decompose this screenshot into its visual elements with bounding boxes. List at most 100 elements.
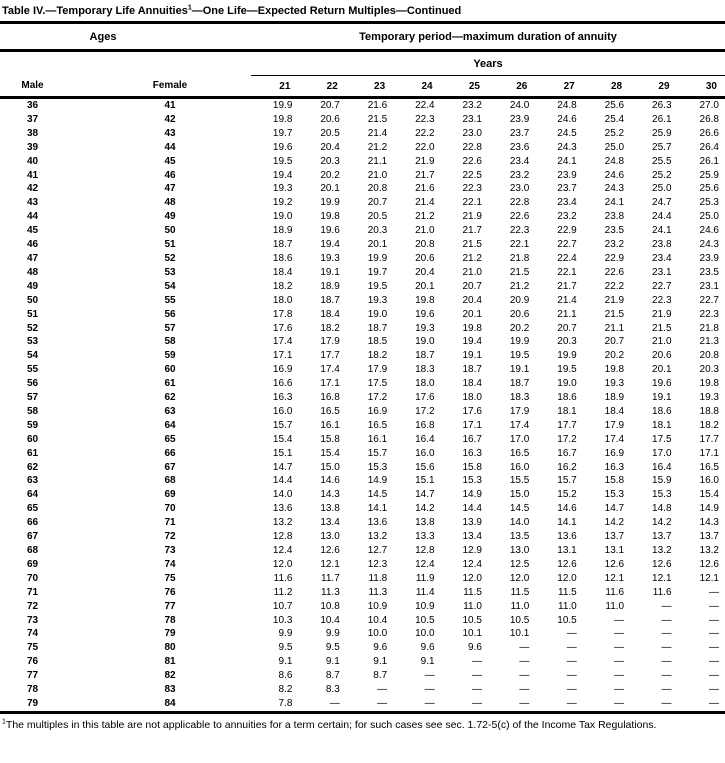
multiple-value-cell: 16.6 xyxy=(272,378,293,390)
multiple-value-cell: 20.6 xyxy=(652,350,672,362)
table-row: 44 49 19.0 19.8 20.5 21.2 21.9 22.6 23.2… xyxy=(0,210,725,224)
footnote-marker: 1 xyxy=(2,718,6,726)
multiple-value-cell: — xyxy=(661,670,672,682)
multiple-value-cell: — xyxy=(377,697,388,709)
multiple-value-cell: 24.3 xyxy=(557,141,577,153)
header-group-row: Ages Temporary period—maximum duration o… xyxy=(0,22,725,52)
page-title-suffix: —One Life—Expected Return Multiples—Cont… xyxy=(191,5,462,17)
multiple-value-cell: 10.1 xyxy=(509,628,530,640)
multiple-value-cell: 16.0 xyxy=(415,447,435,459)
multiple-value-cell: 22.8 xyxy=(462,141,482,153)
multiple-value-cell: — xyxy=(661,697,672,709)
multiple-value-cell: 23.8 xyxy=(604,211,625,223)
multiple-value-cell: 20.6 xyxy=(415,252,435,264)
multiple-value-cell: 18.4 xyxy=(462,378,482,390)
multiple-value-cell: 14.9 xyxy=(462,489,482,501)
multiple-value-cell: 14.4 xyxy=(272,475,293,487)
male-age-cell: 64 xyxy=(26,489,39,501)
multiple-value-cell: 13.2 xyxy=(699,545,719,556)
multiple-value-cell: 18.7 xyxy=(509,378,530,390)
multiple-value-cell: 14.1 xyxy=(367,503,388,515)
multiple-value-cell: 15.4 xyxy=(272,433,293,445)
multiple-value-cell: 19.8 xyxy=(699,378,719,390)
male-age-cell: 48 xyxy=(26,266,39,278)
multiple-value-cell: 18.6 xyxy=(272,252,293,264)
table-row: 72 77 10.7 10.8 10.9 10.9 11.0 11.0 11.0… xyxy=(0,600,725,614)
female-age-cell: 64 xyxy=(164,419,176,431)
male-age-cell: 71 xyxy=(26,586,39,598)
male-age-cell: 54 xyxy=(26,350,39,362)
multiple-value-cell: 21.5 xyxy=(462,239,482,251)
multiple-value-cell: 20.8 xyxy=(699,350,719,362)
male-age-cell: 47 xyxy=(26,252,39,264)
female-age-cell: 76 xyxy=(164,586,176,598)
multiple-value-cell: 22.5 xyxy=(462,169,482,181)
female-age-cell: 53 xyxy=(164,266,176,278)
multiple-value-cell: 18.0 xyxy=(462,392,482,404)
multiple-value-cell: 9.1 xyxy=(278,656,293,668)
multiple-value-cell: 24.7 xyxy=(652,197,672,209)
multiple-value-cell: 11.9 xyxy=(415,572,435,584)
multiple-value-cell: — xyxy=(661,684,672,696)
multiple-value-cell: 15.7 xyxy=(367,447,388,459)
multiple-value-cell: 22.3 xyxy=(652,294,672,306)
female-age-cell: 75 xyxy=(164,572,176,584)
multiple-value-cell: 11.6 xyxy=(605,586,625,598)
multiple-value-cell: 14.7 xyxy=(415,489,435,501)
multiple-value-cell: 19.9 xyxy=(272,100,293,111)
multiple-value-cell: 12.0 xyxy=(557,572,577,584)
multiple-value-cell: 22.6 xyxy=(604,266,625,278)
male-age-cell: 39 xyxy=(26,141,39,153)
multiple-value-cell: 18.9 xyxy=(320,280,340,292)
female-age-cell: 67 xyxy=(164,461,176,473)
multiple-value-cell: 20.8 xyxy=(415,239,435,251)
multiple-value-cell: 20.4 xyxy=(462,294,482,306)
multiple-value-cell: 13.6 xyxy=(367,517,388,529)
year-column-header-30: 30 xyxy=(677,75,725,99)
multiple-value-cell: 19.8 xyxy=(272,113,293,125)
table-row: 55 60 16.9 17.4 17.9 18.3 18.7 19.1 19.5… xyxy=(0,363,725,377)
multiple-value-cell: — xyxy=(709,697,719,709)
multiple-value-cell: 16.9 xyxy=(272,364,293,376)
multiple-value-cell: 20.7 xyxy=(604,336,625,348)
multiple-value-cell: — xyxy=(709,642,719,654)
multiple-value-cell: 22.3 xyxy=(509,225,530,237)
multiple-value-cell: — xyxy=(614,614,625,626)
multiple-value-cell: 18.1 xyxy=(652,419,672,431)
multiple-value-cell: 22.6 xyxy=(462,155,482,167)
table-row: 79 84 7.8 — — — — — — — — — xyxy=(0,697,725,712)
multiple-value-cell: — xyxy=(709,656,719,668)
male-age-cell: 49 xyxy=(26,280,39,292)
multiple-value-cell: — xyxy=(519,642,530,654)
female-age-cell: 54 xyxy=(164,280,176,292)
multiple-value-cell: 17.0 xyxy=(652,447,672,459)
female-age-cell: 48 xyxy=(164,197,176,209)
multiple-value-cell: 16.4 xyxy=(652,461,672,473)
multiple-value-cell: 13.2 xyxy=(272,517,293,529)
multiple-value-cell: 14.2 xyxy=(652,517,672,529)
multiple-value-cell: 9.1 xyxy=(373,656,388,668)
male-age-cell: 65 xyxy=(26,503,39,515)
multiple-value-cell: 15.9 xyxy=(652,475,672,487)
multiple-value-cell: 11.7 xyxy=(321,572,340,584)
multiple-value-cell: 19.9 xyxy=(557,350,577,362)
table-row: 64 69 14.0 14.3 14.5 14.7 14.9 15.0 15.2… xyxy=(0,488,725,502)
female-age-cell: 73 xyxy=(164,545,176,556)
year-column-header-23: 23 xyxy=(345,75,394,99)
multiple-value-cell: 22.2 xyxy=(415,127,435,139)
header-temporary-period: Temporary period—maximum duration of ann… xyxy=(251,22,725,52)
multiple-value-cell: 25.6 xyxy=(699,183,719,195)
multiple-value-cell: — xyxy=(614,684,625,696)
multiple-value-cell: — xyxy=(614,642,625,654)
multiple-value-cell: 25.9 xyxy=(699,169,719,181)
table-row: 59 64 15.7 16.1 16.5 16.8 17.1 17.4 17.7… xyxy=(0,419,725,433)
multiple-value-cell: 14.4 xyxy=(462,503,482,515)
male-age-cell: 56 xyxy=(26,378,39,390)
multiple-value-cell: 15.5 xyxy=(509,475,530,487)
multiple-value-cell: 18.7 xyxy=(415,350,435,362)
multiple-value-cell: 21.0 xyxy=(367,169,388,181)
multiple-value-cell: 10.9 xyxy=(367,600,388,612)
multiple-value-cell: 21.8 xyxy=(699,322,719,334)
multiple-value-cell: 24.3 xyxy=(604,183,625,195)
multiple-value-cell: 12.0 xyxy=(462,572,482,584)
